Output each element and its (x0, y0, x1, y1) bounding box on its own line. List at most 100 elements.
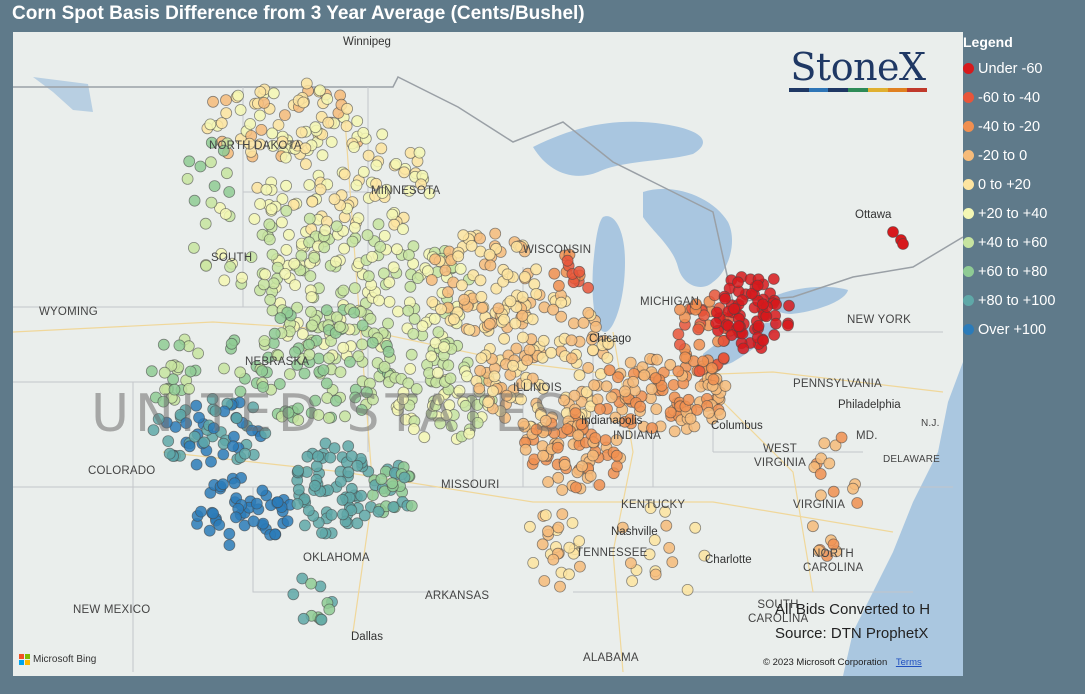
terms-link[interactable]: Terms (895, 657, 922, 668)
basis-point[interactable] (737, 342, 750, 355)
basis-point[interactable] (318, 241, 331, 254)
basis-point[interactable] (190, 458, 203, 471)
basis-point[interactable] (601, 352, 614, 364)
basis-point[interactable] (689, 521, 702, 534)
basis-point[interactable] (263, 233, 276, 246)
basis-point[interactable] (651, 353, 663, 366)
basis-point[interactable] (520, 378, 533, 391)
basis-point[interactable] (320, 377, 333, 390)
basis-point[interactable] (204, 156, 217, 169)
basis-point[interactable] (692, 323, 705, 336)
basis-point[interactable] (445, 420, 458, 432)
basis-point[interactable] (325, 508, 338, 521)
basis-point[interactable] (706, 362, 718, 375)
basis-point[interactable] (314, 84, 326, 97)
basis-point[interactable] (345, 450, 358, 463)
basis-point[interactable] (454, 262, 467, 275)
basis-point[interactable] (537, 382, 550, 395)
basis-point[interactable] (484, 259, 497, 272)
basis-point[interactable] (574, 560, 586, 573)
basis-point[interactable] (322, 116, 335, 129)
basis-point[interactable] (247, 515, 260, 528)
basis-point[interactable] (292, 414, 305, 427)
basis-point[interactable] (732, 320, 745, 333)
basis-point[interactable] (611, 460, 623, 473)
basis-point[interactable] (829, 439, 842, 452)
basis-point[interactable] (305, 291, 318, 304)
basis-point[interactable] (356, 319, 369, 332)
basis-point[interactable] (646, 422, 658, 435)
basis-point[interactable] (386, 477, 399, 490)
basis-point[interactable] (263, 218, 276, 231)
basis-point[interactable] (516, 331, 529, 344)
basis-point[interactable] (205, 196, 218, 209)
basis-point[interactable] (333, 320, 346, 333)
basis-point[interactable] (674, 338, 686, 351)
basis-point[interactable] (373, 294, 385, 307)
basis-point[interactable] (736, 294, 748, 307)
basis-point[interactable] (444, 372, 457, 385)
basis-point[interactable] (323, 603, 336, 616)
basis-point[interactable] (783, 299, 795, 312)
basis-point[interactable] (195, 505, 207, 518)
basis-point[interactable] (483, 317, 496, 330)
basis-point[interactable] (342, 466, 355, 479)
basis-point[interactable] (224, 260, 237, 273)
basis-point[interactable] (298, 367, 311, 380)
basis-point[interactable] (295, 126, 308, 139)
basis-point[interactable] (158, 366, 171, 379)
basis-point[interactable] (553, 279, 565, 292)
basis-point[interactable] (361, 229, 374, 242)
basis-point[interactable] (157, 338, 170, 351)
basis-point[interactable] (561, 254, 574, 267)
basis-point[interactable] (408, 312, 421, 325)
basis-point[interactable] (254, 198, 267, 210)
basis-point[interactable] (627, 375, 640, 388)
basis-point[interactable] (281, 515, 294, 528)
basis-point[interactable] (638, 369, 651, 382)
basis-point[interactable] (698, 549, 711, 562)
basis-point[interactable] (693, 365, 706, 378)
basis-point[interactable] (827, 538, 840, 551)
basis-point[interactable] (588, 379, 600, 392)
basis-point[interactable] (682, 393, 695, 406)
basis-point[interactable] (382, 317, 394, 330)
basis-point[interactable] (366, 250, 379, 263)
basis-point[interactable] (515, 393, 527, 406)
basis-point[interactable] (428, 312, 441, 325)
basis-point[interactable] (719, 292, 731, 305)
basis-point[interactable] (267, 87, 280, 100)
basis-point[interactable] (404, 362, 417, 375)
basis-point[interactable] (714, 408, 727, 421)
basis-point[interactable] (459, 399, 472, 412)
basis-point[interactable] (268, 327, 281, 340)
basis-point[interactable] (530, 423, 543, 436)
basis-point[interactable] (551, 441, 564, 454)
basis-point[interactable] (351, 459, 364, 472)
basis-point[interactable] (173, 339, 186, 352)
basis-point[interactable] (357, 127, 370, 139)
basis-point[interactable] (341, 102, 354, 115)
basis-point[interactable] (453, 384, 466, 397)
basis-point[interactable] (330, 220, 343, 233)
basis-point[interactable] (813, 545, 825, 557)
basis-point[interactable] (243, 137, 256, 150)
basis-point[interactable] (643, 548, 656, 561)
basis-point[interactable] (276, 193, 289, 205)
basis-point[interactable] (698, 309, 710, 322)
basis-point[interactable] (349, 391, 362, 404)
basis-point[interactable] (312, 450, 325, 463)
basis-point[interactable] (510, 240, 523, 253)
basis-point[interactable] (280, 243, 293, 256)
basis-point[interactable] (378, 229, 391, 242)
basis-point[interactable] (217, 448, 230, 461)
basis-point[interactable] (356, 338, 369, 351)
basis-point[interactable] (383, 295, 396, 308)
basis-point[interactable] (357, 165, 370, 178)
basis-point[interactable] (351, 115, 364, 127)
basis-points[interactable] (145, 77, 909, 626)
basis-point[interactable] (482, 396, 495, 409)
basis-point[interactable] (362, 270, 375, 283)
basis-point[interactable] (220, 167, 233, 180)
basis-point[interactable] (757, 298, 769, 311)
